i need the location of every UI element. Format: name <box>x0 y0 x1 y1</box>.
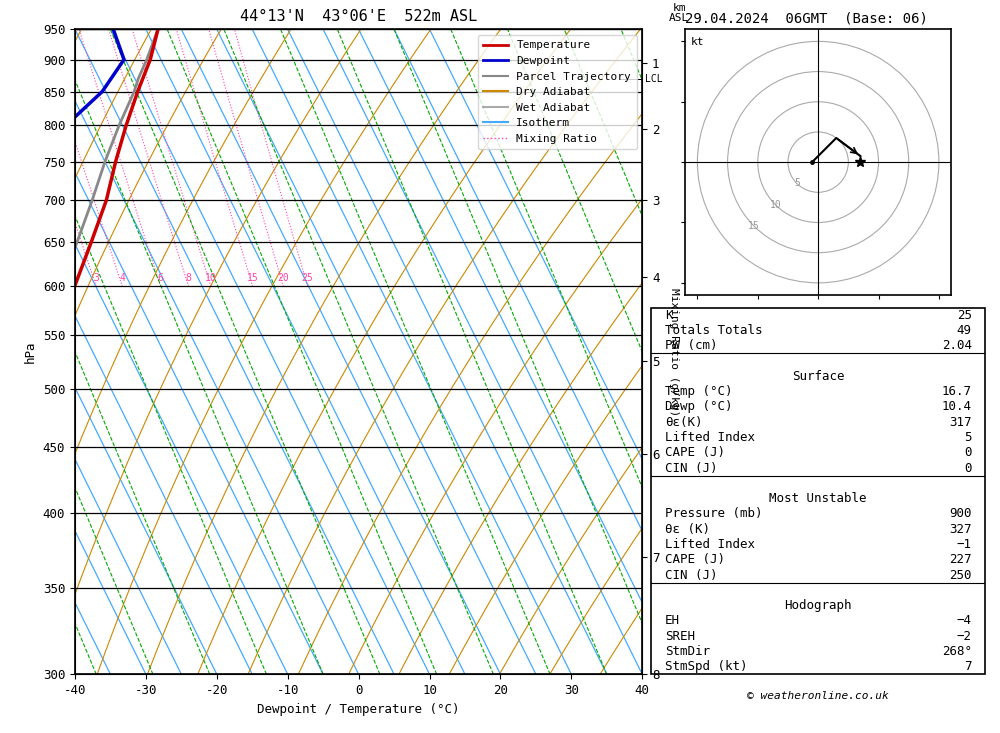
Text: EH: EH <box>665 614 680 627</box>
Text: −4: −4 <box>957 614 972 627</box>
Text: Lifted Index: Lifted Index <box>665 431 755 444</box>
Text: Hodograph: Hodograph <box>784 599 852 612</box>
Text: StmSpd (kt): StmSpd (kt) <box>665 660 747 673</box>
Text: θε(K): θε(K) <box>665 416 702 429</box>
Text: 15: 15 <box>247 273 259 283</box>
Text: Dewp (°C): Dewp (°C) <box>665 400 732 413</box>
Text: Lifted Index: Lifted Index <box>665 538 755 551</box>
Text: StmDir: StmDir <box>665 645 710 658</box>
Title: 44°13'N  43°06'E  522m ASL: 44°13'N 43°06'E 522m ASL <box>240 9 477 24</box>
Text: Pressure (mb): Pressure (mb) <box>665 507 762 520</box>
Text: 227: 227 <box>949 553 972 566</box>
Text: 20: 20 <box>277 273 289 283</box>
Text: 10.4: 10.4 <box>942 400 972 413</box>
Text: km
ASL: km ASL <box>669 3 689 23</box>
Text: © weatheronline.co.uk: © weatheronline.co.uk <box>747 691 889 701</box>
Text: 5: 5 <box>964 431 972 444</box>
Text: 7: 7 <box>964 660 972 673</box>
Text: −2: −2 <box>957 630 972 643</box>
Text: 2.04: 2.04 <box>942 339 972 353</box>
Text: 327: 327 <box>949 523 972 536</box>
Text: 268°: 268° <box>942 645 972 658</box>
Text: kt: kt <box>691 37 704 48</box>
Y-axis label: hPa: hPa <box>24 341 37 363</box>
Text: Temp (°C): Temp (°C) <box>665 385 732 398</box>
Text: 317: 317 <box>949 416 972 429</box>
Text: Most Unstable: Most Unstable <box>769 492 867 505</box>
Y-axis label: Mixing Ratio (g/kg): Mixing Ratio (g/kg) <box>669 288 679 416</box>
Text: 10: 10 <box>205 273 217 283</box>
Text: 25: 25 <box>302 273 314 283</box>
Text: 900: 900 <box>949 507 972 520</box>
Text: K: K <box>665 309 672 322</box>
Text: 15: 15 <box>748 221 760 231</box>
Text: 10: 10 <box>770 200 781 210</box>
Text: CIN (J): CIN (J) <box>665 569 717 581</box>
Text: 250: 250 <box>949 569 972 581</box>
X-axis label: Dewpoint / Temperature (°C): Dewpoint / Temperature (°C) <box>257 703 460 715</box>
Text: 8: 8 <box>186 273 192 283</box>
Text: 29.04.2024  06GMT  (Base: 06): 29.04.2024 06GMT (Base: 06) <box>685 12 928 26</box>
Text: SREH: SREH <box>665 630 695 643</box>
Text: 49: 49 <box>957 324 972 337</box>
Legend: Temperature, Dewpoint, Parcel Trajectory, Dry Adiabat, Wet Adiabat, Isotherm, Mi: Temperature, Dewpoint, Parcel Trajectory… <box>478 35 637 150</box>
Text: θε (K): θε (K) <box>665 523 710 536</box>
Text: 0: 0 <box>964 446 972 460</box>
Text: 25: 25 <box>957 309 972 322</box>
Text: Totals Totals: Totals Totals <box>665 324 762 337</box>
Text: PW (cm): PW (cm) <box>665 339 717 353</box>
Text: 5: 5 <box>794 178 800 188</box>
Text: Surface: Surface <box>792 370 844 383</box>
Text: CAPE (J): CAPE (J) <box>665 553 725 566</box>
Text: LCL: LCL <box>645 73 663 84</box>
Text: CIN (J): CIN (J) <box>665 462 717 474</box>
Text: CAPE (J): CAPE (J) <box>665 446 725 460</box>
Text: 4: 4 <box>119 273 125 283</box>
Text: 16.7: 16.7 <box>942 385 972 398</box>
Text: −1: −1 <box>957 538 972 551</box>
Text: 6: 6 <box>158 273 163 283</box>
Text: 0: 0 <box>964 462 972 474</box>
Text: 3: 3 <box>93 273 99 283</box>
